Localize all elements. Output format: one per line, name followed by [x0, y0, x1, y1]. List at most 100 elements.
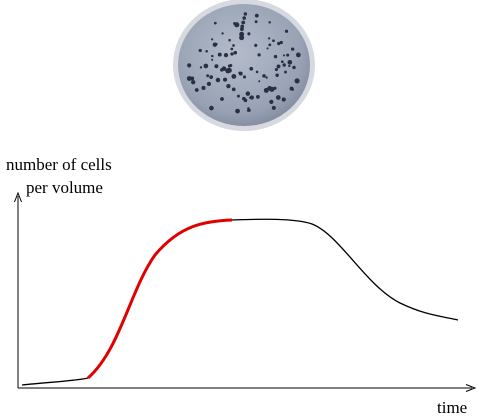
- colony: [255, 70, 259, 74]
- colony: [272, 39, 275, 43]
- colony: [239, 35, 245, 41]
- colony: [223, 53, 229, 58]
- colony: [215, 77, 221, 83]
- colony: [254, 13, 259, 18]
- colony: [214, 64, 219, 69]
- colony: [275, 73, 279, 78]
- colony: [289, 61, 292, 64]
- colony: [265, 76, 268, 79]
- colony: [186, 76, 192, 81]
- colony: [282, 63, 286, 67]
- y-axis-arrow: [14, 191, 22, 203]
- colony: [235, 108, 240, 114]
- colony: [205, 49, 208, 53]
- x-axis-label: time: [437, 398, 467, 417]
- colony: [221, 32, 224, 35]
- colony: [203, 63, 209, 69]
- colony: [292, 65, 296, 70]
- colony: [286, 53, 290, 57]
- colony: [201, 85, 206, 90]
- dish-agar: [178, 4, 310, 126]
- colony: [269, 99, 274, 104]
- petri-dish: [173, 0, 315, 131]
- colony: [288, 64, 291, 68]
- colony: [206, 81, 212, 87]
- colony: [248, 96, 252, 99]
- colony: [276, 64, 281, 69]
- colony: [223, 77, 228, 82]
- colony: [254, 20, 258, 24]
- colony: [215, 42, 218, 46]
- colony: [211, 58, 214, 61]
- colony: [263, 87, 269, 93]
- colony: [220, 68, 224, 72]
- colony: [211, 38, 214, 41]
- y-axis-label: number of cells: [6, 155, 112, 174]
- colony: [242, 16, 247, 20]
- colony: [243, 12, 248, 16]
- colony: [187, 63, 192, 68]
- colony: [268, 43, 272, 47]
- colony: [257, 53, 261, 57]
- colony: [234, 22, 240, 28]
- colony: [279, 40, 283, 45]
- y-axis-label: per volume: [26, 178, 103, 197]
- colony: [245, 91, 251, 96]
- colony: [273, 86, 277, 90]
- colony: [280, 60, 284, 64]
- colony: [247, 108, 251, 112]
- colony: [213, 21, 217, 25]
- colony: [242, 96, 246, 101]
- colony: [277, 41, 281, 46]
- colony: [240, 24, 245, 29]
- lag-phase: [21, 377, 89, 386]
- colony: [198, 48, 202, 53]
- colony: [274, 67, 278, 72]
- colony: [227, 64, 232, 68]
- colony: [194, 88, 199, 92]
- colony: [231, 87, 236, 92]
- colony: [220, 97, 224, 101]
- colony: [242, 75, 247, 79]
- colony: [284, 29, 289, 33]
- colony: [228, 38, 231, 42]
- colony: [254, 43, 258, 47]
- colony: [231, 73, 237, 79]
- colony: [249, 95, 254, 100]
- colony: [249, 66, 254, 71]
- colony: [238, 71, 241, 74]
- colony: [226, 67, 232, 73]
- colony: [236, 94, 240, 98]
- colony: [217, 52, 222, 57]
- colony: [233, 50, 238, 55]
- colony: [291, 88, 295, 91]
- colony: [281, 97, 286, 102]
- colony: [191, 80, 196, 85]
- colony: [284, 70, 287, 74]
- colony: [275, 95, 281, 100]
- x-axis-arrow: [465, 384, 477, 392]
- colony: [247, 32, 251, 36]
- colony: [262, 74, 266, 78]
- colony: [258, 80, 261, 83]
- colony: [266, 47, 269, 50]
- exponential-phase: [87, 218, 233, 380]
- stationary-death-phase: [231, 218, 459, 321]
- colony: [241, 20, 246, 25]
- colony: [294, 78, 300, 84]
- colony: [211, 54, 214, 58]
- colony: [282, 54, 286, 57]
- colony: [240, 27, 244, 32]
- colony: [230, 52, 234, 56]
- colony: [295, 52, 301, 58]
- colonies: [186, 12, 301, 114]
- colony: [271, 105, 276, 110]
- colony: [230, 47, 234, 51]
- colony: [291, 47, 295, 51]
- colony: [232, 44, 235, 47]
- colony: [206, 74, 210, 78]
- colony: [209, 105, 214, 111]
- colony: [267, 37, 271, 40]
